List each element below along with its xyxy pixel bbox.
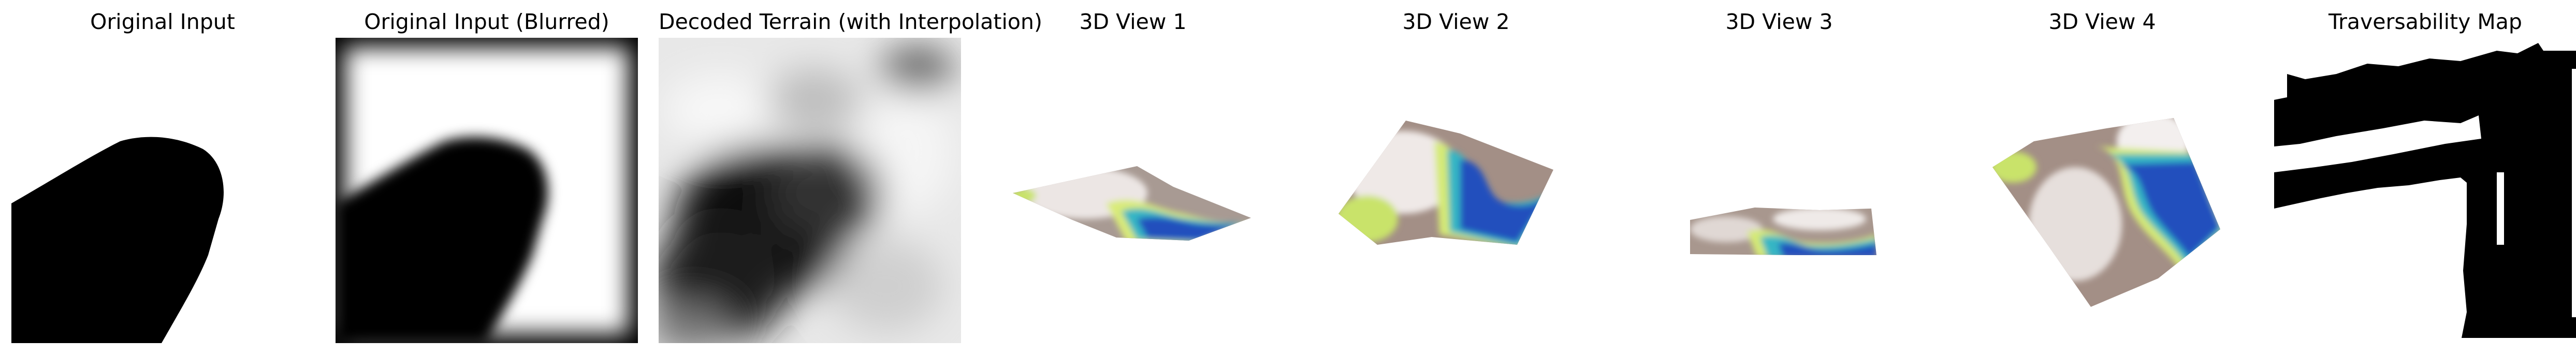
3d-view-1-surface: [982, 38, 1284, 343]
blurred-input-image: [336, 38, 638, 343]
decoded-terrain-image: [659, 38, 961, 343]
panel-title-decoded-terrain: Decoded Terrain (with Interpolation): [659, 9, 1042, 34]
3d-view-3-surface: [1628, 38, 1930, 343]
panel-title-3d-view-4: 3D View 4: [2048, 9, 2156, 34]
original-input-image: [11, 38, 314, 343]
panel-title-traversability-map: Traversability Map: [2328, 9, 2522, 34]
3d-view-2-surface: [1305, 38, 1607, 343]
panel-title-3d-view-2: 3D View 2: [1402, 9, 1510, 34]
3d-view-4-surface: [1951, 38, 2253, 343]
panel-title-3d-view-3: 3D View 3: [1725, 9, 1833, 34]
panel-title-original-input-blurred: Original Input (Blurred): [364, 9, 609, 34]
traversability-map-image: [2274, 38, 2576, 343]
panel-title-3d-view-1: 3D View 1: [1079, 9, 1187, 34]
panel-title-original-input: Original Input: [90, 9, 235, 34]
